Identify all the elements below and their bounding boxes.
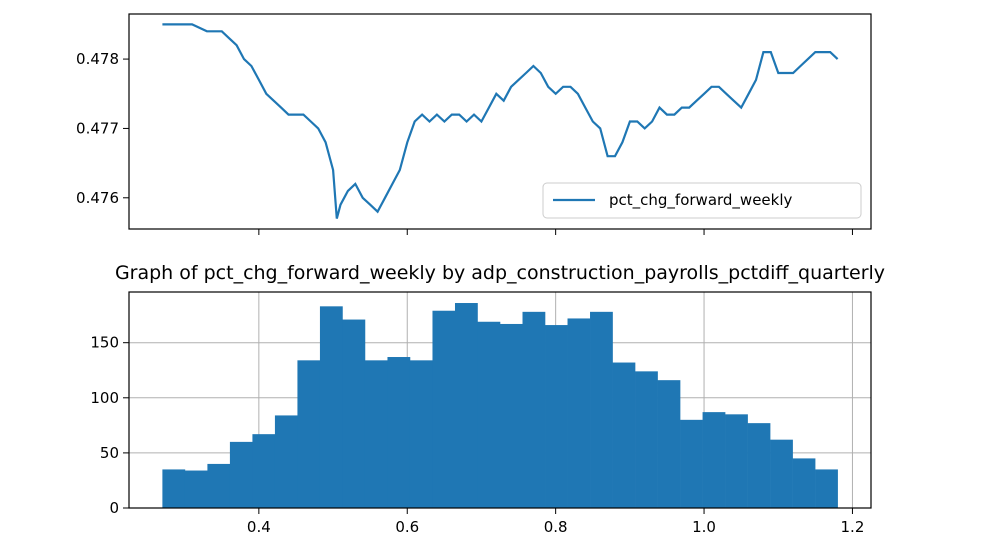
histogram-bar	[500, 323, 523, 508]
histogram-x-axis-ticks: 0.4 0.6 0.8 1.0 1.2	[247, 508, 864, 536]
histogram-y-axis-ticks: 0 50 100 150	[90, 334, 129, 517]
histogram-bar	[342, 319, 366, 508]
histogram-bar	[364, 360, 388, 508]
histogram-bar	[657, 380, 681, 508]
histogram-bar	[815, 469, 838, 508]
line-series-path	[162, 23, 839, 219]
histogram-bar	[635, 371, 658, 508]
legend-label: pct_chg_forward_weekly	[609, 191, 793, 210]
line-y-tick-label: 0.477	[76, 119, 119, 137]
histogram-bar	[409, 360, 433, 508]
histogram-bar	[725, 414, 748, 508]
histogram-bar	[207, 463, 231, 508]
histogram-y-tick-label: 50	[100, 444, 119, 462]
legend: pct_chg_forward_weekly	[542, 182, 862, 219]
histogram-bar	[274, 415, 298, 508]
line-plot-frame	[128, 13, 872, 230]
line-chart-panel: 0.476 0.477 0.478 pct_chg_forward_weekly	[76, 13, 872, 235]
legend-box	[542, 182, 862, 219]
histogram-bar	[792, 458, 816, 508]
histogram-title: Graph of pct_chg_forward_weekly by adp_c…	[115, 262, 885, 284]
histogram-y-tick-label: 100	[90, 389, 119, 407]
histogram-bar	[522, 311, 546, 508]
histogram-bar	[612, 362, 636, 508]
histogram-bar	[747, 423, 771, 508]
histogram-bar	[567, 318, 591, 508]
histogram-bar	[432, 310, 456, 508]
histogram-bars	[162, 303, 838, 508]
histogram-x-tick-label: 0.4	[247, 518, 271, 536]
histogram-x-tick-label: 0.6	[395, 518, 419, 536]
line-y-tick-label: 0.476	[76, 189, 119, 207]
histogram-bar	[680, 419, 703, 508]
line-y-tick-label: 0.478	[76, 50, 119, 68]
histogram-plot-frame	[128, 291, 872, 509]
histogram-bar	[770, 439, 793, 508]
histogram-bar	[702, 412, 726, 508]
histogram-x-tick-label: 0.8	[544, 518, 568, 536]
histogram-bar	[454, 303, 478, 508]
line-x-axis-ticks	[258, 229, 853, 235]
histogram-panel: 0 50 100 150 0.4 0.6 0.8 1.0 1.2	[90, 291, 872, 536]
line-y-axis-ticks: 0.476 0.477 0.478	[76, 50, 129, 207]
histogram-bar	[590, 311, 613, 508]
histogram-bar	[297, 360, 321, 508]
histogram-bar	[184, 470, 208, 508]
histogram-bar	[387, 357, 411, 508]
histogram-y-tick-label: 150	[90, 334, 119, 352]
histogram-bar	[252, 434, 276, 508]
histogram-x-tick-label: 1.2	[841, 518, 865, 536]
histogram-x-tick-label: 1.0	[692, 518, 716, 536]
histogram-bar	[477, 321, 501, 508]
histogram-y-tick-label: 0	[109, 499, 119, 517]
histogram-bar	[162, 469, 186, 508]
histogram-bar	[319, 306, 343, 508]
histogram-bar	[545, 325, 568, 508]
histogram-bar	[229, 441, 253, 508]
